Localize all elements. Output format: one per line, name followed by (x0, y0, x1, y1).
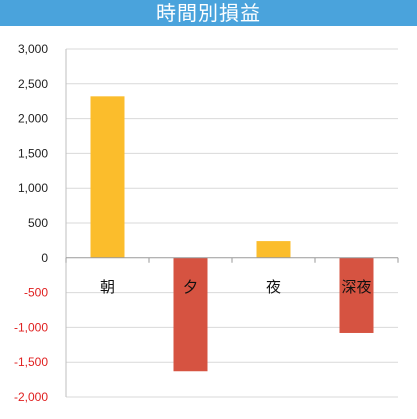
y-tick-label: 3,000 (18, 42, 48, 56)
bar-chart: 3,000 2,500 2,000 1,500 1,000 500 0 -500 -1,000 -… (14, 42, 399, 404)
y-tick-label: -500 (24, 286, 48, 300)
category-label: 夕 (183, 278, 198, 296)
y-tick-label: -1,500 (14, 355, 48, 369)
chart-area: 3,000 2,500 2,000 1,500 1,000 500 0 -500 -1,000 -… (0, 26, 417, 415)
y-tick-label: -1,000 (14, 320, 48, 334)
y-tick-label: 2,000 (18, 112, 48, 126)
y-tick-label: 1,500 (18, 146, 48, 160)
bar (256, 241, 291, 258)
y-tick-label: 1,000 (18, 181, 48, 195)
bar (339, 257, 374, 333)
bar (90, 96, 125, 258)
y-tick-label: 0 (41, 251, 48, 265)
chart-title: 時間別損益 (0, 0, 417, 26)
category-label: 朝 (100, 278, 115, 296)
y-tick-label: -2,000 (14, 390, 48, 404)
category-label: 夜 (266, 278, 281, 296)
category-label: 深夜 (341, 278, 371, 296)
y-tick-label: 2,500 (18, 77, 48, 91)
y-tick-label: 500 (28, 216, 48, 230)
bar (173, 257, 208, 372)
